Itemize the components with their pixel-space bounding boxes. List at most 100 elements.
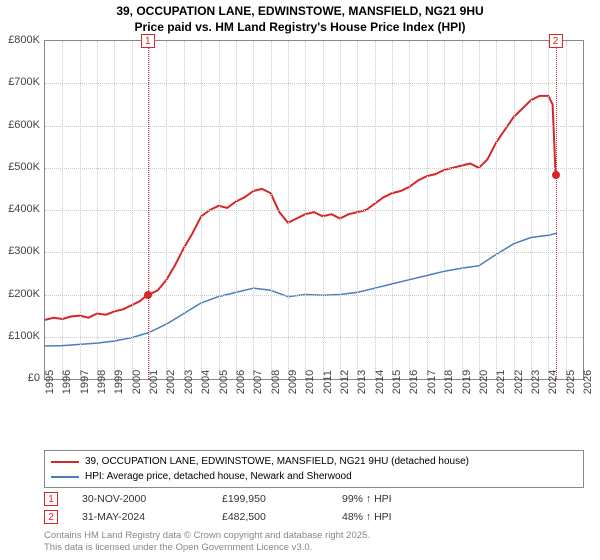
grid-line-v [114,41,115,379]
grid-line-v [323,41,324,379]
y-tick-label: £800K [8,34,40,46]
y-tick-label: £600K [8,119,40,131]
grid-line-v [236,41,237,379]
x-tick-label: 2008 [270,370,282,394]
legend-swatch-hpi [51,476,79,478]
sale-marker-box: 2 [549,34,563,48]
x-tick-label: 1997 [79,370,91,394]
x-tick-label: 2005 [218,370,230,394]
x-tick-label: 2011 [322,370,334,394]
grid-line-v [97,41,98,379]
sale-dot [552,171,560,179]
y-tick-label: £0 [28,372,40,384]
grid-line-v [444,41,445,379]
grid-line-v [375,41,376,379]
grid-line-v [409,41,410,379]
grid-line-v [80,41,81,379]
grid-line-v [201,41,202,379]
title-line2: Price paid vs. HM Land Registry's House … [135,20,466,34]
sale-marker-line [556,41,557,379]
attribution-line1: Contains HM Land Registry data © Crown c… [44,530,370,541]
legend-box: 39, OCCUPATION LANE, EDWINSTOWE, MANSFIE… [44,450,584,488]
sale-hpi: 48% ↑ HPI [342,511,462,523]
x-tick-label: 2002 [165,370,177,394]
x-tick-label: 2022 [513,370,525,394]
title-line1: 39, OCCUPATION LANE, EDWINSTOWE, MANSFIE… [116,4,483,18]
sale-date: 30-NOV-2000 [82,493,222,505]
grid-line-v [184,41,185,379]
plot-region: 12 [44,40,584,380]
series-hpi [45,233,557,346]
y-tick-label: £700K [8,76,40,88]
grid-line-v [219,41,220,379]
grid-line-v [392,41,393,379]
sale-row-marker: 2 [44,510,58,524]
x-tick-label: 2018 [443,370,455,394]
y-tick-label: £300K [8,245,40,257]
x-tick-label: 2020 [478,370,490,394]
sale-date: 31-MAY-2024 [82,511,222,523]
grid-line-v [271,41,272,379]
chart-title: 39, OCCUPATION LANE, EDWINSTOWE, MANSFIE… [0,0,600,35]
x-tick-label: 2024 [547,370,559,394]
x-tick-label: 2001 [148,370,160,394]
grid-line-v [149,41,150,379]
grid-line-v [462,41,463,379]
legend-row-hpi: HPI: Average price, detached house, Newa… [51,469,577,484]
x-tick-label: 2003 [183,370,195,394]
sale-dot [144,291,152,299]
x-tick-label: 2016 [408,370,420,394]
grid-line-h [45,252,583,253]
grid-line-v [427,41,428,379]
grid-line-v [340,41,341,379]
attribution-line2: This data is licensed under the Open Gov… [44,542,312,553]
y-tick-label: £200K [8,288,40,300]
grid-line-h [45,210,583,211]
x-tick-label: 2019 [461,370,473,394]
y-tick-label: £100K [8,330,40,342]
chart-area: 12 £0£100K£200K£300K£400K£500K£600K£700K… [44,40,584,410]
sale-row-marker: 1 [44,492,58,506]
legend-label-property: 39, OCCUPATION LANE, EDWINSTOWE, MANSFIE… [85,454,469,469]
grid-line-v [548,41,549,379]
grid-line-h [45,337,583,338]
x-tick-label: 2000 [131,370,143,394]
grid-line-v [496,41,497,379]
grid-line-v [62,41,63,379]
x-tick-label: 2015 [391,370,403,394]
x-tick-label: 2025 [565,370,577,394]
grid-line-v [566,41,567,379]
x-tick-label: 2026 [582,370,594,394]
sale-row: 231-MAY-2024£482,50048% ↑ HPI [44,508,462,526]
x-tick-label: 2004 [200,370,212,394]
legend-swatch-property [51,461,79,463]
grid-line-h [45,295,583,296]
y-tick-label: £400K [8,203,40,215]
grid-line-v [531,41,532,379]
sales-table: 1 30-NOV-2000£199,95099% ↑ HPI 2 31-MAY-202… [44,490,462,526]
grid-line-v [514,41,515,379]
x-tick-label: 2013 [356,370,368,394]
x-tick-label: 2021 [495,370,507,394]
x-tick-label: 2007 [252,370,264,394]
x-tick-label: 2006 [235,370,247,394]
sale-row: 1 30-NOV-2000£199,95099% ↑ HPI [44,490,462,508]
grid-line-v [305,41,306,379]
sale-marker-box: 1 [141,34,155,48]
legend-label-hpi: HPI: Average price, detached house, Newa… [85,469,352,484]
sale-marker-line [148,41,149,379]
grid-line-h [45,83,583,84]
sale-hpi: 99% ↑ HPI [342,493,462,505]
x-tick-label: 1998 [96,370,108,394]
grid-line-h [45,168,583,169]
grid-line-v [166,41,167,379]
x-tick-label: 2023 [530,370,542,394]
grid-line-v [357,41,358,379]
attribution: Contains HM Land Registry data © Crown c… [44,530,370,554]
grid-line-v [253,41,254,379]
x-tick-label: 1996 [61,370,73,394]
x-tick-label: 2010 [304,370,316,394]
sale-price: £199,950 [222,493,342,505]
x-tick-label: 2012 [339,370,351,394]
x-tick-label: 2014 [374,370,386,394]
